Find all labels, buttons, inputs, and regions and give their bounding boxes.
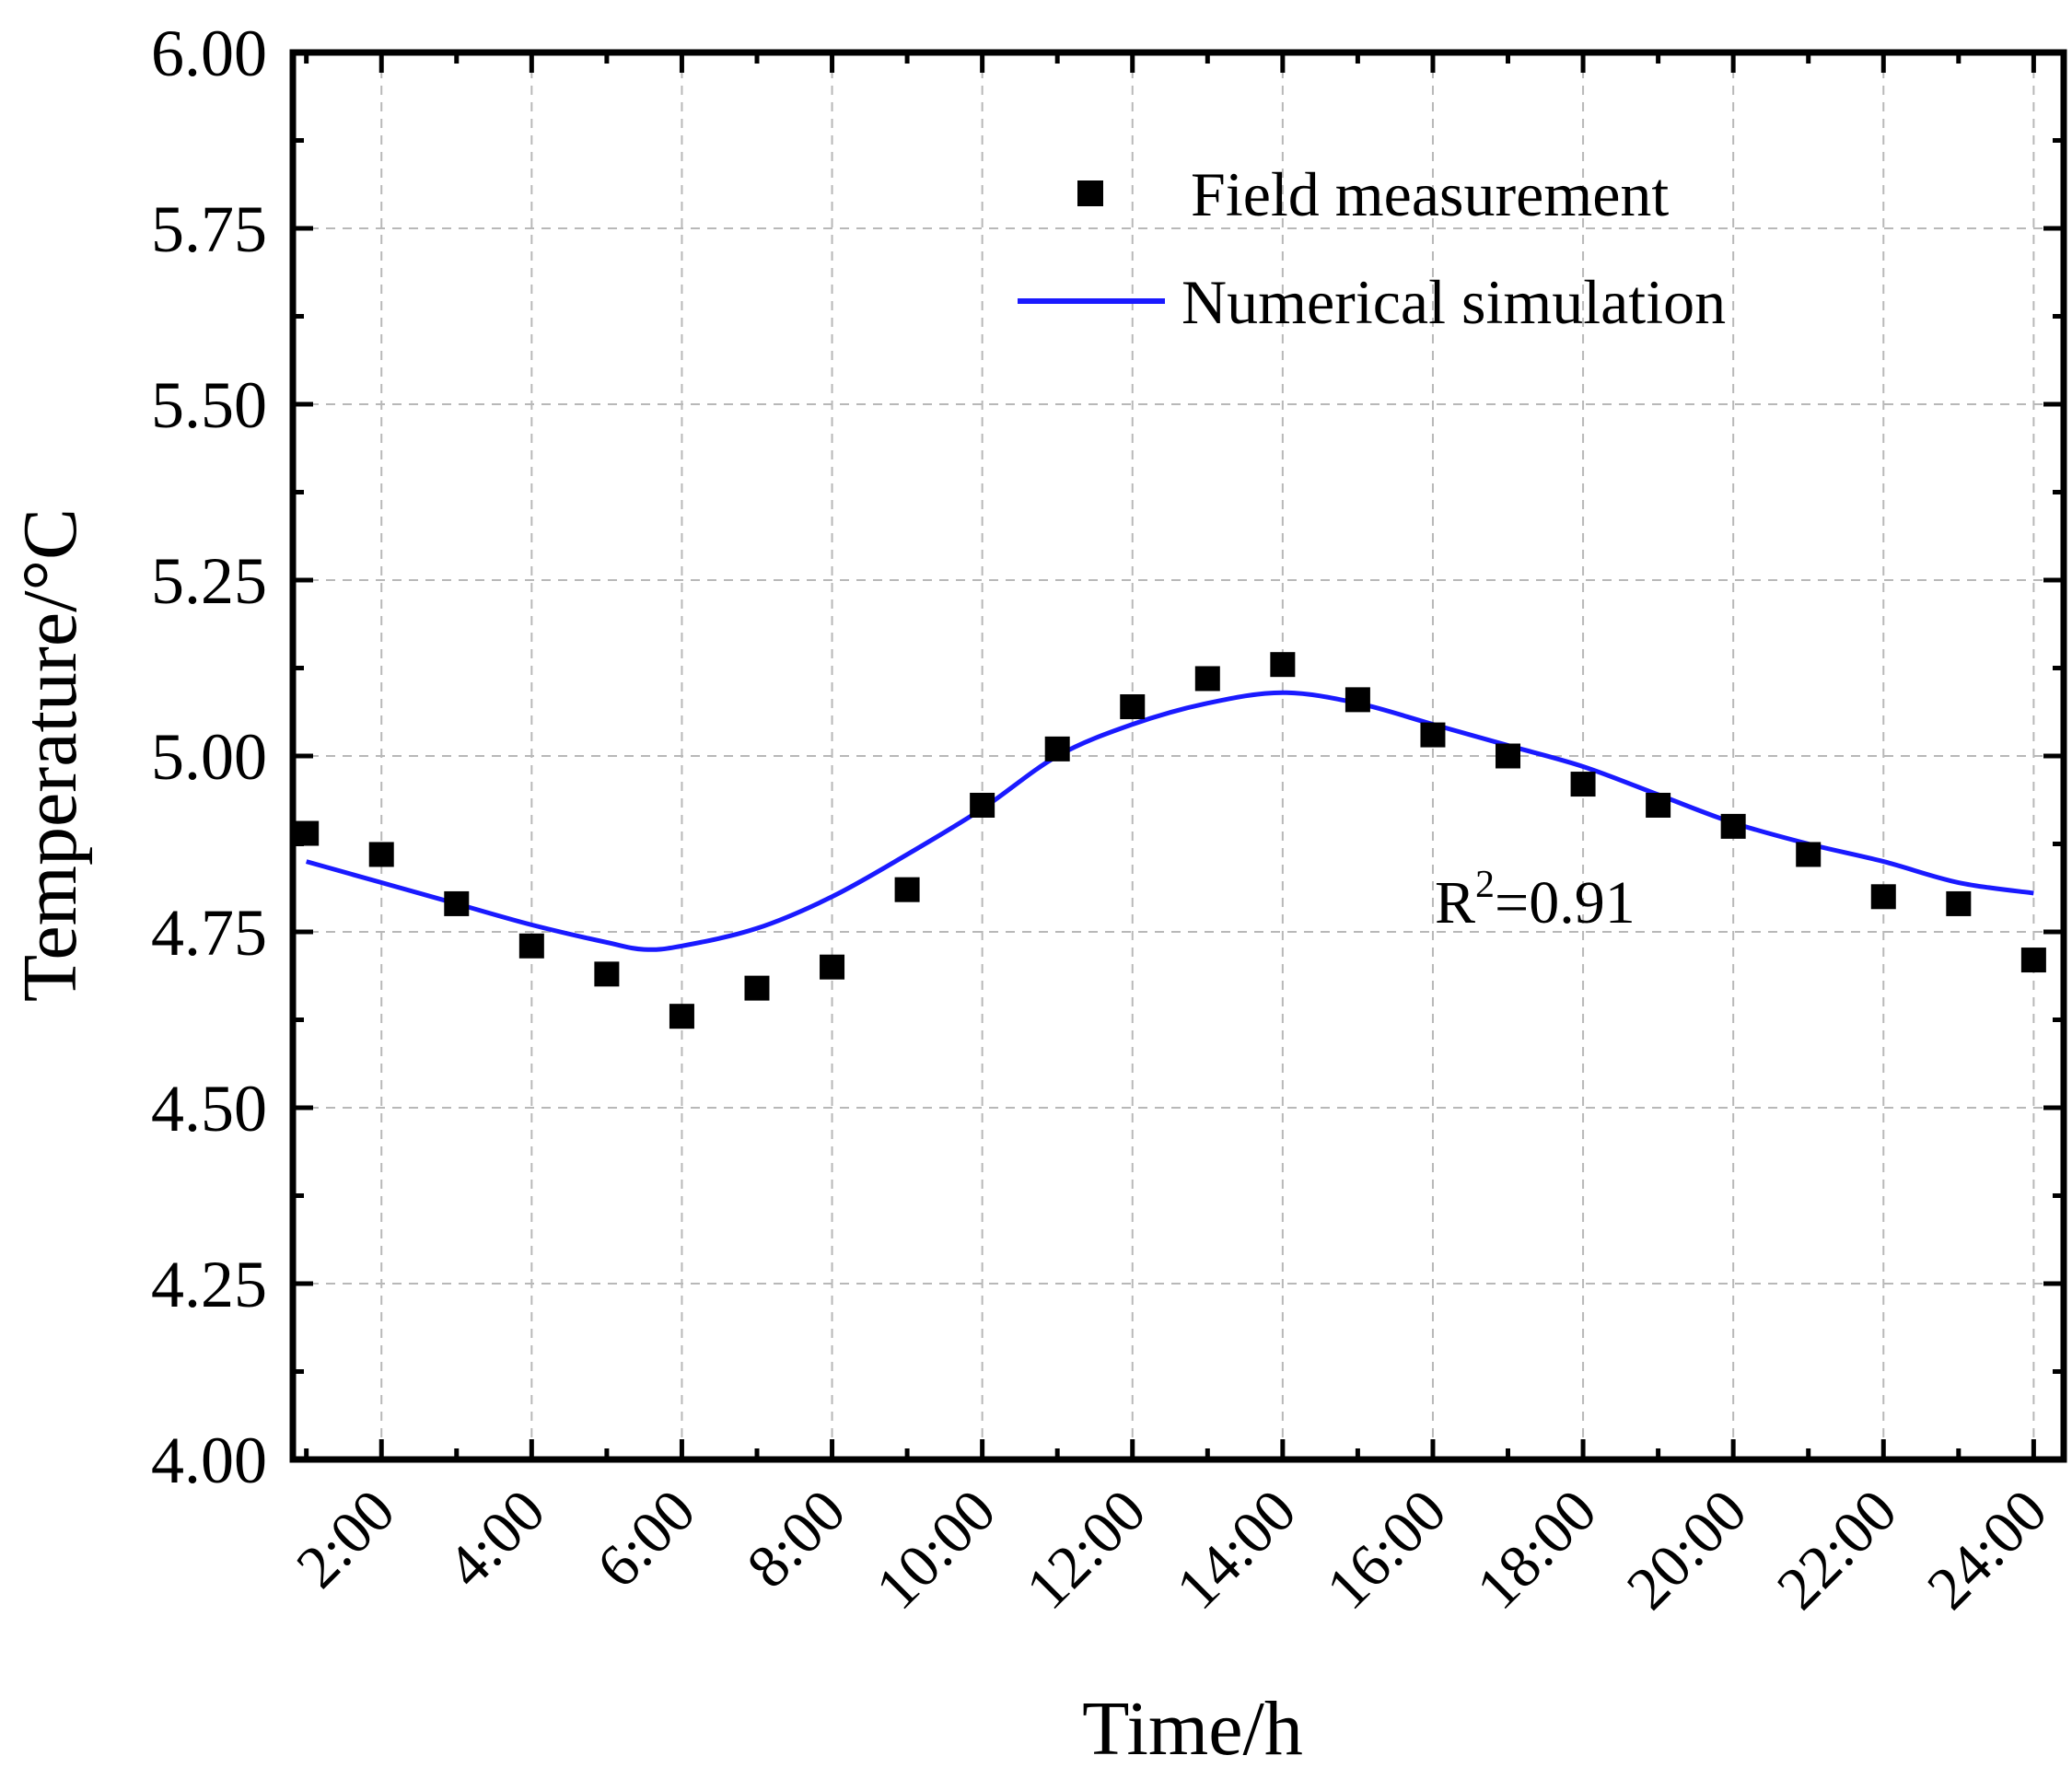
measurement-point [1420, 722, 1446, 748]
axis-ticks [293, 50, 2064, 1462]
measurement-point [444, 890, 470, 916]
measurement-point [1496, 743, 1521, 769]
measurement-point [1720, 813, 1746, 839]
legend-marker-field-measurement [1077, 180, 1103, 206]
y-tick-label: 4.75 [151, 896, 267, 970]
simulation-line [306, 690, 2034, 952]
y-tick-label: 5.25 [151, 544, 267, 618]
x-tick-label: 18:00 [1464, 1477, 1610, 1622]
y-tick-label: 4.50 [151, 1072, 267, 1145]
measurement-point [368, 842, 394, 867]
measurement-point [820, 954, 845, 980]
measurement-point [744, 975, 770, 1001]
r-squared-annotation: R2=0.91 [1435, 864, 1635, 936]
y-tick-label: 5.75 [151, 192, 267, 266]
measurement-point [2020, 948, 2046, 973]
measurement-point [518, 933, 544, 959]
measurement-point [1646, 792, 1671, 818]
measurement-point [894, 877, 920, 902]
r-squared-base: R [1435, 869, 1475, 936]
y-axis-title: Temperature/°C [7, 508, 93, 1002]
x-axis-title: Time/h [1082, 1686, 1303, 1772]
measurement-point [1946, 890, 1972, 916]
y-tick-label: 6.00 [151, 17, 267, 90]
y-tick-label: 4.00 [151, 1424, 267, 1497]
r-squared-value: =0.91 [1495, 869, 1635, 936]
y-tick-label: 5.50 [151, 368, 267, 442]
x-tick-label: 20:00 [1614, 1477, 1760, 1622]
measurement-point [1120, 694, 1146, 720]
x-tick-label: 22:00 [1764, 1477, 1910, 1622]
measurement-point [1870, 884, 1896, 910]
measurement-point [594, 961, 620, 987]
measurement-point [1044, 736, 1070, 762]
series-layer [294, 652, 2046, 1029]
measurement-point [1344, 687, 1370, 713]
y-tick-label: 5.00 [151, 720, 267, 794]
measurement-point [1194, 666, 1220, 692]
y-tick-labels: 4.00 4.25 4.50 4.75 5.00 5.25 5.50 5.75 6.00 [151, 17, 267, 1497]
x-tick-label: 16:00 [1314, 1477, 1460, 1622]
x-tick-label: 14:00 [1164, 1477, 1310, 1622]
x-tick-label: 2:00 [284, 1477, 408, 1601]
measurement-point [970, 792, 995, 818]
legend-label-numerical-simulation: Numerical simulation [1182, 267, 1726, 337]
x-tick-labels: 2:00 4:00 6:00 8:00 10:00 12:00 14:00 16:00 18:0… [284, 1477, 2060, 1622]
y-tick-label: 4.25 [151, 1248, 267, 1321]
x-tick-label: 12:00 [1013, 1477, 1158, 1622]
legend: Field measurement Numerical simulation [1018, 159, 1726, 337]
x-tick-label: 8:00 [735, 1477, 859, 1601]
x-tick-label: 24:00 [1915, 1477, 2060, 1622]
measurement-point [1570, 772, 1596, 797]
r-squared-superscript: 2 [1475, 864, 1495, 906]
x-tick-label: 10:00 [863, 1477, 1008, 1622]
legend-label-field-measurement: Field measurement [1191, 159, 1669, 229]
measurement-point [1796, 842, 1822, 867]
grid-lines [293, 52, 2064, 1459]
measurement-point [669, 1004, 694, 1029]
measurement-point [1270, 652, 1296, 678]
x-tick-label: 6:00 [584, 1477, 708, 1601]
x-tick-label: 4:00 [434, 1477, 558, 1601]
